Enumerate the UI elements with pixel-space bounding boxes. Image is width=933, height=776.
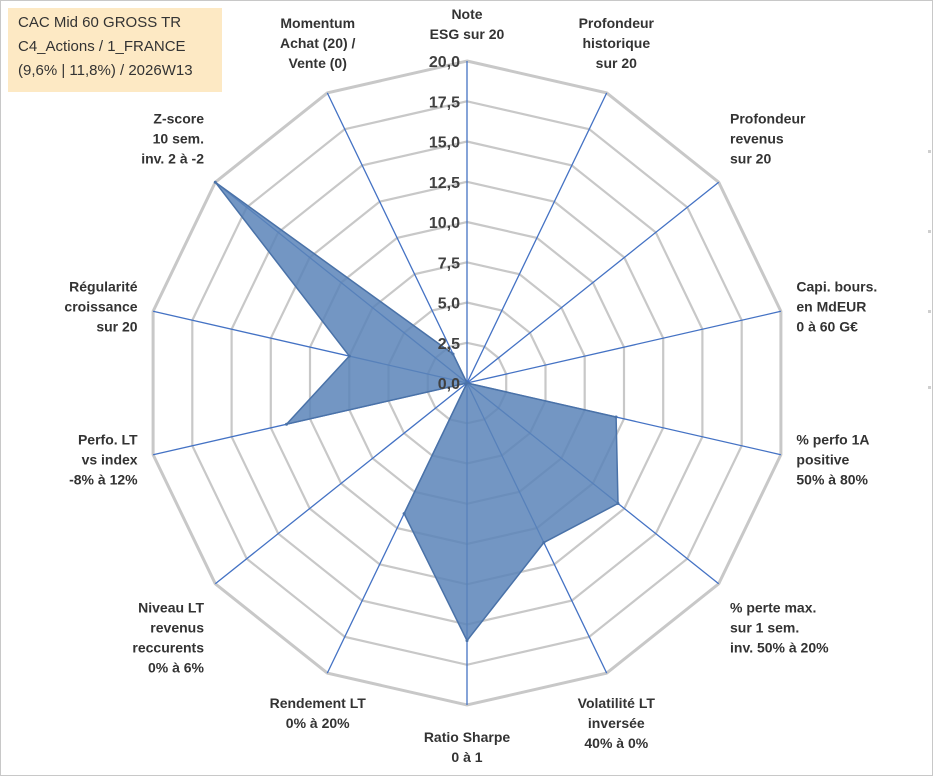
axis-label: Capi. bours. en MdEUR 0 à 60 G€ [796,279,877,335]
axis-label-line: Volatilité LT [578,695,656,711]
axis-label: Niveau LT revenus reccurents 0% à 6% [132,600,204,676]
axis-label-line: % perfo 1A [796,432,869,448]
axis-label-line: % perte max. [730,600,816,616]
tick-label: 2,5 [438,336,460,353]
axis-label-line: historique [582,35,650,51]
axis-label-line: Note [451,6,482,22]
axis-label-line: inv. 2 à -2 [141,151,204,167]
axis-label-line: revenus [150,620,204,636]
chart-title-box: CAC Mid 60 GROSS TR C4_Actions / 1_FRANC… [8,8,222,92]
axis-label-line: Momentum [280,15,355,31]
data-point [465,381,469,385]
data-point [542,541,546,545]
axis-label: Régularité croissance sur 20 [64,279,137,335]
data-point [347,354,351,358]
axis-label: Momentum Achat (20) / Vente (0) [280,15,356,71]
axis-label-line: Profondeur [730,111,806,127]
axis-label-line: sur 20 [730,151,771,167]
tick-label: 10,0 [429,215,460,232]
axis-label-line: sur 20 [596,55,637,71]
data-point [285,422,288,426]
axis-label-line: Profondeur [579,15,655,31]
tick-label: 5,0 [438,296,460,313]
axis-label: Ratio Sharpe 0 à 1 [424,729,511,765]
axis-label-line: reccurents [132,640,204,656]
title-line-1: CAC Mid 60 GROSS TR [18,14,182,31]
data-point [614,415,618,419]
radar-series [213,180,620,643]
radar-spoke [466,92,608,384]
axis-label-line: 0% à 6% [148,660,205,676]
data-point [451,352,455,356]
axis-label-line: Régularité [69,279,138,295]
axis-label-line: vs index [82,452,138,468]
axis-label-line: Achat (20) / [280,35,356,51]
axis-label-line: -8% à 12% [69,472,138,488]
axis-label-line: inversée [588,715,645,731]
tick-label: 15,0 [429,135,460,152]
axis-label-line: inv. 50% à 20% [730,640,829,656]
tick-label: 0,0 [438,376,460,393]
axis-label: Perfo. LT vs index -8% à 12% [69,432,138,488]
data-point [616,502,620,505]
axis-label-line: Ratio Sharpe [424,729,511,745]
axis-label-line: 10 sem. [153,131,204,147]
axis-label-line: 0 à 60 G€ [796,319,858,335]
axis-label-line: sur 20 [96,319,137,335]
axis-label-line: 50% à 80% [796,472,868,488]
radar-spoke [466,181,720,384]
axis-label-line: positive [796,452,849,468]
axis-label-line: Rendement LT [270,695,367,711]
tick-label: 20,0 [429,54,460,71]
axis-label-line: Vente (0) [289,55,347,71]
axis-label: % perfo 1A positive 50% à 80% [796,432,869,488]
axis-label-line: ESG sur 20 [430,26,505,42]
axis-label-line: Perfo. LT [78,432,138,448]
axis-label: Note ESG sur 20 [430,6,505,42]
axis-label-line: Capi. bours. [796,279,877,295]
axis-label: Z-score 10 sem. inv. 2 à -2 [141,111,204,167]
radar-tick-labels: 0,0 2,5 5,0 7,5 10,0 12,5 15,0 17,5 20,0 [429,54,460,393]
data-point [465,639,469,643]
axis-label-line: 0 à 1 [451,749,482,765]
axis-label-line: Z-score [153,111,204,127]
data-point [402,512,406,516]
axis-label-line: 0% à 20% [286,715,350,731]
axis-label: Profondeur historique sur 20 [579,15,655,71]
axis-label: Volatilité LT inversée 40% à 0% [578,695,656,751]
title-line-2: C4_Actions / 1_FRANCE [18,38,186,55]
tick-label: 7,5 [438,255,460,272]
tick-label: 17,5 [429,94,460,111]
axis-label-line: Niveau LT [138,600,204,616]
axis-label: Rendement LT 0% à 20% [270,695,367,731]
data-point [213,180,217,184]
radar-axis-labels: Note ESG sur 20 Profondeur historique sur 20… [64,6,877,765]
series-area [214,181,619,642]
scrollbar-hint [928,150,931,390]
axis-label: % perte max. sur 1 sem. inv. 50% à 20% [730,600,829,656]
axis-label-line: croissance [64,299,137,315]
axis-label: Profondeur revenus sur 20 [730,111,806,167]
radar-spoke [326,92,468,384]
axis-label-line: en MdEUR [796,299,866,315]
radar-spoke [466,310,782,384]
axis-label-line: sur 1 sem. [730,620,799,636]
axis-label-line: 40% à 0% [584,735,648,751]
radar-spoke [214,382,468,585]
title-line-3: (9,6% | 11,8%) / 2026W13 [18,62,193,79]
axis-label-line: revenus [730,131,784,147]
tick-label: 12,5 [429,175,460,192]
